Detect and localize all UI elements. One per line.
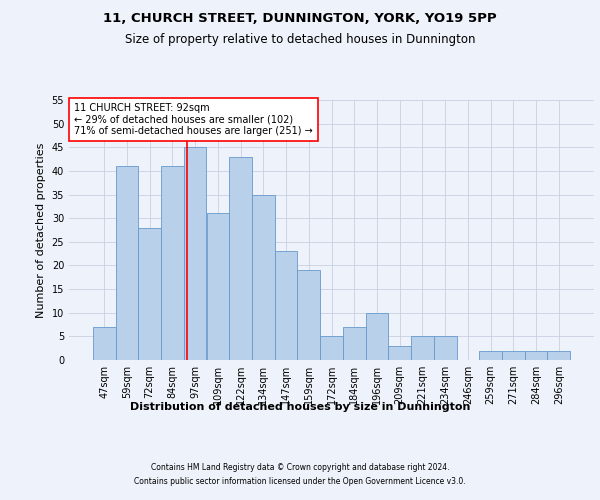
Bar [343,327,365,360]
Bar [298,270,320,360]
Bar [252,194,275,360]
Bar [139,228,161,360]
Text: Size of property relative to detached houses in Dunnington: Size of property relative to detached ho… [125,32,475,46]
Y-axis label: Number of detached properties: Number of detached properties [36,142,46,318]
Bar [479,350,502,360]
Bar [411,336,434,360]
Bar [388,346,411,360]
Bar [275,252,298,360]
Bar [524,350,547,360]
Text: 11 CHURCH STREET: 92sqm
← 29% of detached houses are smaller (102)
71% of semi-d: 11 CHURCH STREET: 92sqm ← 29% of detache… [74,102,313,136]
Text: 11, CHURCH STREET, DUNNINGTON, YORK, YO19 5PP: 11, CHURCH STREET, DUNNINGTON, YORK, YO1… [103,12,497,26]
Bar [547,350,570,360]
Bar [206,214,229,360]
Bar [184,148,206,360]
Bar [365,312,388,360]
Bar [116,166,139,360]
Text: Contains HM Land Registry data © Crown copyright and database right 2024.: Contains HM Land Registry data © Crown c… [151,462,449,471]
Bar [93,327,116,360]
Bar [161,166,184,360]
Bar [502,350,524,360]
Bar [229,156,252,360]
Bar [434,336,457,360]
Text: Contains public sector information licensed under the Open Government Licence v3: Contains public sector information licen… [134,478,466,486]
Text: Distribution of detached houses by size in Dunnington: Distribution of detached houses by size … [130,402,470,412]
Bar [320,336,343,360]
